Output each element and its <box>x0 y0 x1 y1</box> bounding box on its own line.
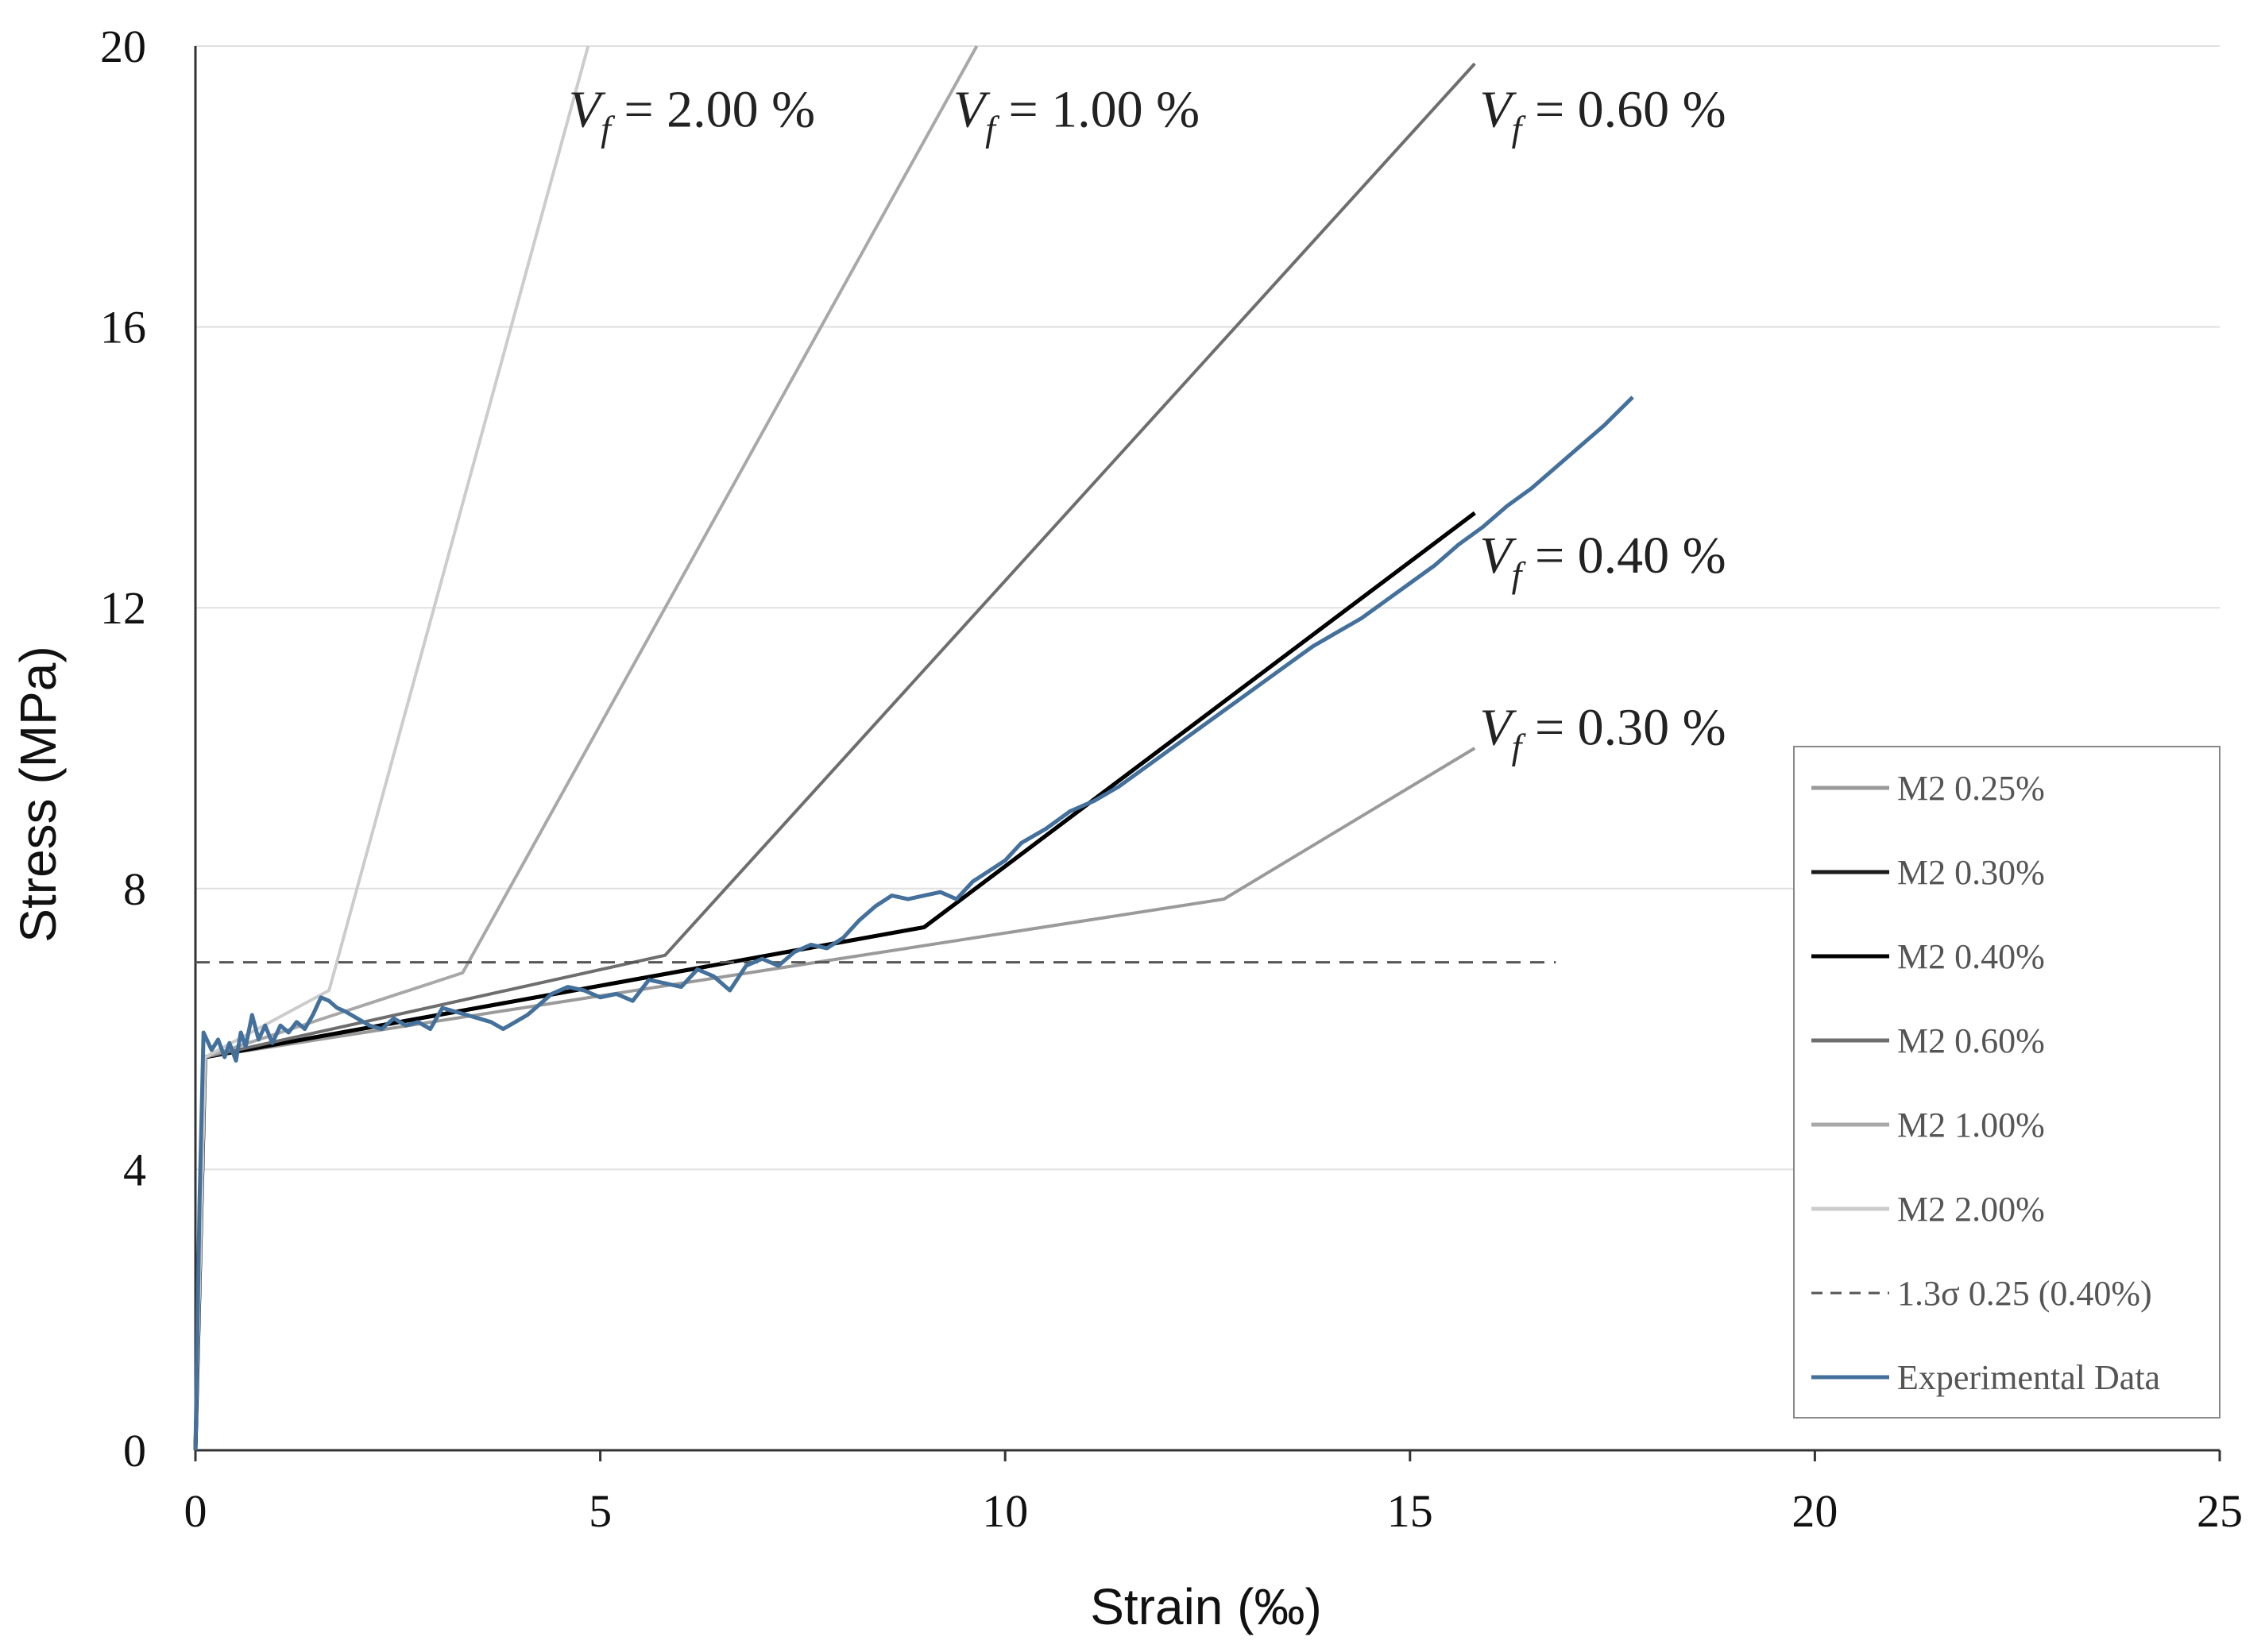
series-line-m2-1-00 <box>194 45 979 1451</box>
series-line-m2-2-00 <box>194 45 590 1451</box>
legend-entry: Experimental Data <box>1897 1358 2160 1397</box>
x-tick-labels: 0 5 10 15 20 25 <box>184 1450 2243 1537</box>
y-tick-label: 16 <box>100 302 146 353</box>
y-tick-label: 8 <box>123 863 146 915</box>
y-tick-labels: 0 4 8 12 16 20 <box>100 21 146 1476</box>
series-line-m2-0-40 <box>193 511 1476 1451</box>
series-line-m2-0-25 <box>194 747 1476 1451</box>
series-line-m2-0-60 <box>194 62 1476 1451</box>
legend-entry: M2 0.30% <box>1897 853 2045 892</box>
x-tick-label: 20 <box>1792 1485 1838 1537</box>
x-tick-label: 10 <box>982 1485 1028 1537</box>
legend: M2 0.25% M2 0.30% M2 0.40% M2 0.60% M2 1.00%… <box>1793 746 2221 1418</box>
vf-annotation: Vf = 1.00 % <box>953 81 1200 149</box>
y-axis-title: Stress (MPa) <box>10 646 67 942</box>
legend-entry: 1.3σ 0.25 (0.40%) <box>1897 1274 2152 1313</box>
y-tick-label: 4 <box>123 1144 146 1195</box>
legend-entry: M2 2.00% <box>1897 1190 2045 1229</box>
vf-annotation: Vf = 0.60 % <box>1479 81 1726 149</box>
x-tick-label: 0 <box>184 1485 207 1537</box>
vf-annotations: Vf = 2.00 % Vf = 1.00 % Vf = 0.60 % Vf = 0.… <box>569 81 1726 767</box>
y-tick-label: 20 <box>100 21 146 72</box>
vf-annotation: Vf = 0.40 % <box>1479 527 1726 595</box>
legend-box <box>1793 746 2221 1418</box>
legend-entry: M2 0.40% <box>1897 937 2045 976</box>
legend-entry: M2 0.60% <box>1897 1021 2045 1060</box>
series-lines <box>193 45 1634 1451</box>
series-line-m2-0-30 <box>193 511 1476 1451</box>
legend-entry: M2 0.25% <box>1897 769 2045 808</box>
y-tick-label: 0 <box>123 1425 146 1476</box>
x-tick-label: 5 <box>589 1485 612 1537</box>
vf-annotation: Vf = 0.30 % <box>1479 698 1726 766</box>
x-axis-title: Strain (‰) <box>1090 1578 1322 1635</box>
series-line-experimental-data <box>193 396 1634 1451</box>
vf-annotation: Vf = 2.00 % <box>569 81 815 149</box>
y-tick-label: 12 <box>100 582 146 634</box>
x-tick-label: 25 <box>2197 1485 2243 1537</box>
x-tick-label: 15 <box>1387 1485 1433 1537</box>
legend-entry: M2 1.00% <box>1897 1106 2045 1144</box>
axes <box>194 46 2220 1452</box>
